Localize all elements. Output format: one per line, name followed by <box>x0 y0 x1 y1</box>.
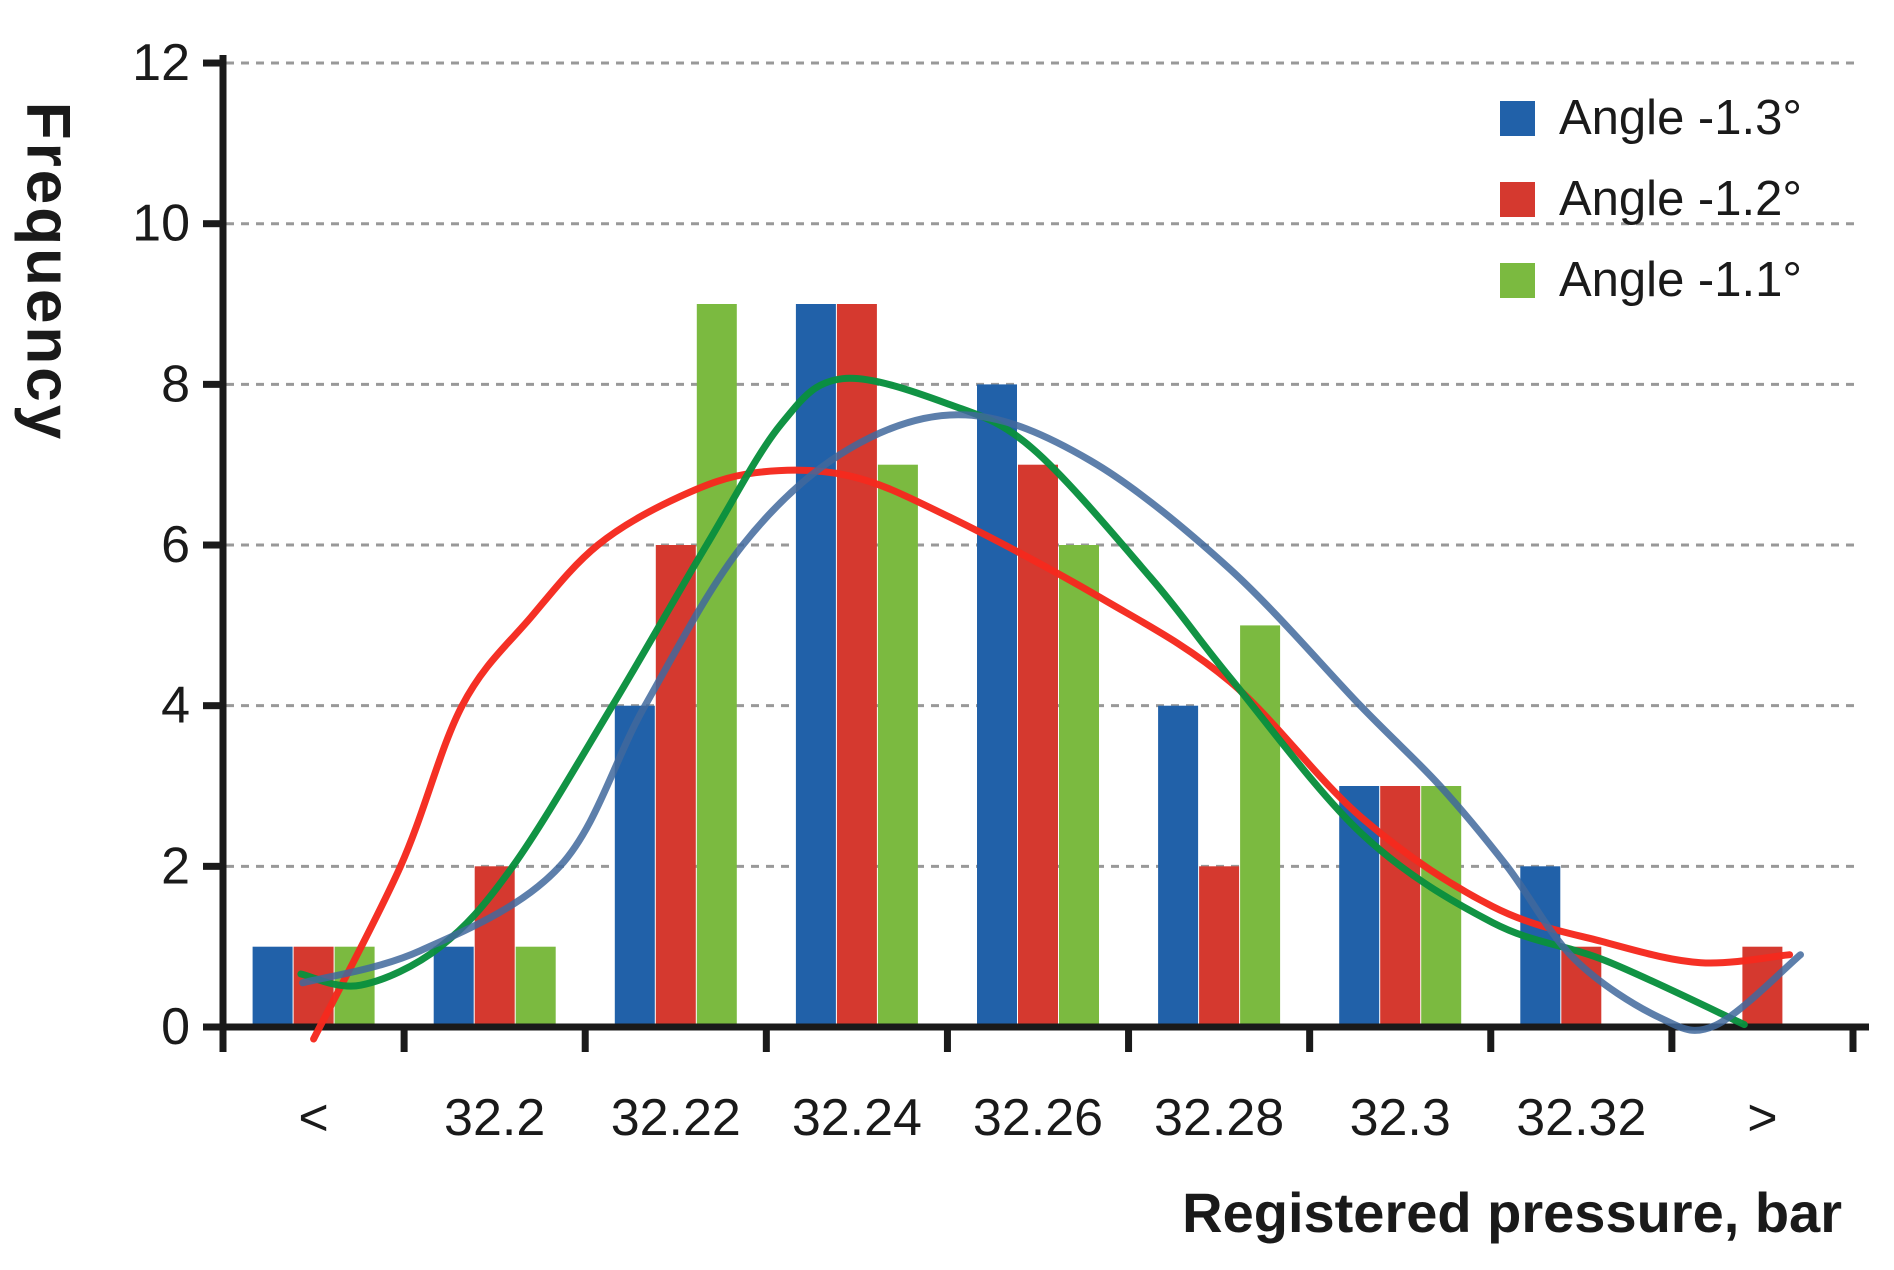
x-tick <box>219 1027 227 1052</box>
x-tick-label: 32.26 <box>973 1089 1103 1147</box>
bar <box>1421 786 1462 1027</box>
legend-swatch-icon <box>1500 262 1535 298</box>
x-tick-label: < <box>298 1089 328 1147</box>
bar <box>795 304 836 1027</box>
legend: Angle -1.3° Angle -1.2° Angle -1.1° <box>1500 90 1802 333</box>
x-tick <box>1668 1027 1676 1052</box>
x-tick <box>581 1027 589 1052</box>
fit-curve <box>299 411 1804 1034</box>
fit-curve <box>310 466 1794 1043</box>
x-axis-line <box>203 1023 1869 1031</box>
y-tick-label: 10 <box>132 195 190 253</box>
legend-swatch-icon <box>1500 100 1535 136</box>
y-tick <box>203 702 223 710</box>
x-axis-title: Registered pressure, bar <box>1182 1181 1842 1244</box>
x-tick-label: 32.2 <box>444 1089 545 1147</box>
bar <box>696 304 737 1027</box>
bar <box>1059 545 1099 1027</box>
legend-label: Angle -1.1° <box>1559 253 1802 307</box>
legend-label: Angle -1.3° <box>1559 91 1802 145</box>
legend-item: Angle -1.3° <box>1500 90 1802 146</box>
bar <box>977 384 1017 1027</box>
y-tick <box>203 220 223 228</box>
y-axis-title: Frequency <box>13 101 83 443</box>
bar <box>515 946 556 1027</box>
x-tick-label: 32.24 <box>792 1089 922 1147</box>
y-tick <box>203 862 223 870</box>
x-tick <box>1487 1027 1495 1052</box>
x-tick-label: 32.3 <box>1350 1089 1451 1147</box>
y-tick-label: 2 <box>161 837 190 895</box>
legend-item: Angle -1.2° <box>1500 171 1802 227</box>
y-tick-label: 8 <box>161 355 190 413</box>
y-tick <box>203 1023 223 1031</box>
x-tick-label: 32.22 <box>611 1089 741 1147</box>
x-tick <box>943 1027 951 1052</box>
bar <box>836 304 877 1027</box>
bar <box>252 946 293 1027</box>
x-tick-label: 32.32 <box>1516 1089 1646 1147</box>
y-tick <box>203 541 223 549</box>
y-tick-label: 12 <box>132 34 190 92</box>
x-tick <box>1306 1027 1314 1052</box>
bar <box>1240 625 1281 1027</box>
x-tick-label: > <box>1747 1089 1777 1147</box>
fit-curve <box>297 374 1748 1029</box>
legend-item: Angle -1.1° <box>1500 252 1802 308</box>
x-tick <box>762 1027 770 1052</box>
bar <box>1199 866 1240 1027</box>
y-tick <box>203 59 223 67</box>
x-tick <box>1125 1027 1133 1052</box>
bar <box>1158 705 1199 1027</box>
bar <box>877 464 918 1027</box>
x-tick <box>1849 1027 1857 1052</box>
bar <box>1380 786 1421 1027</box>
legend-label: Angle -1.2° <box>1559 172 1802 226</box>
bar <box>1018 464 1058 1027</box>
y-tick-label: 4 <box>161 677 190 735</box>
y-tick <box>203 380 223 388</box>
x-tick-label: 32.28 <box>1154 1089 1284 1147</box>
bar <box>433 946 474 1027</box>
y-tick-label: 6 <box>161 516 190 574</box>
legend-swatch-icon <box>1500 181 1535 217</box>
y-tick-label: 0 <box>161 998 190 1056</box>
x-tick <box>400 1027 408 1052</box>
